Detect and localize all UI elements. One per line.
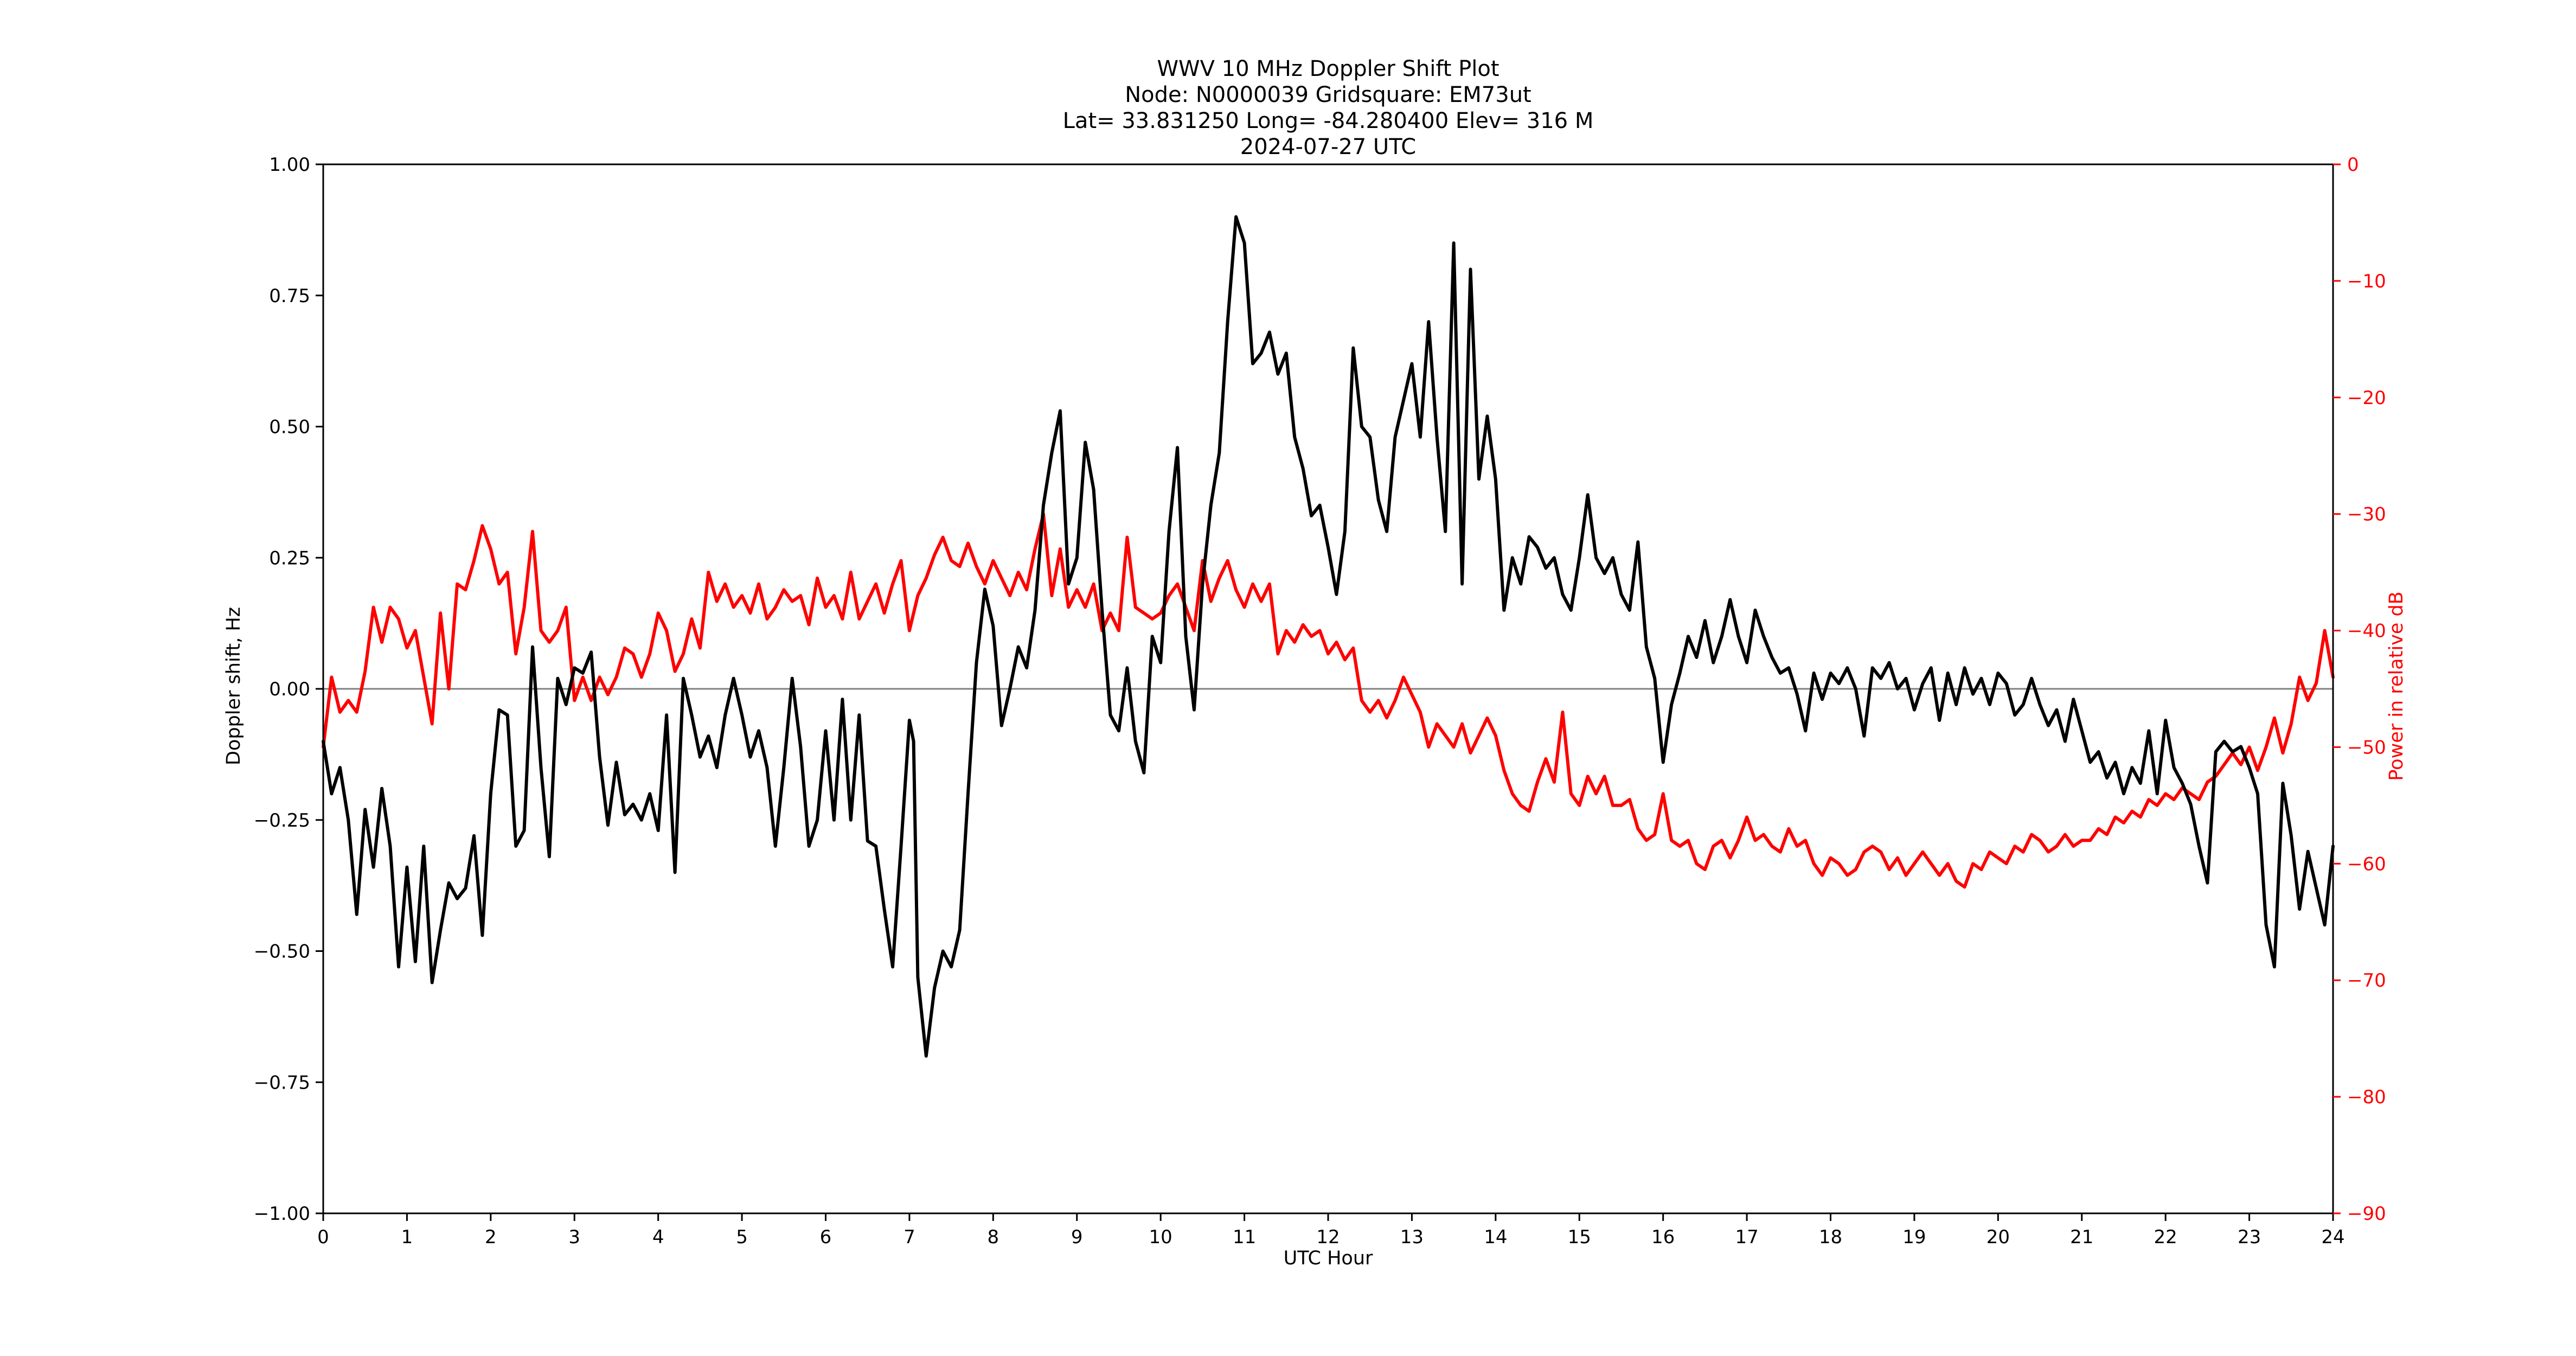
x-tick-label: 19 [1902, 1226, 1926, 1248]
y-tick-label: 0.50 [269, 417, 310, 438]
y-tick-label: 1.00 [269, 154, 310, 176]
x-tick-label: 14 [1484, 1226, 1507, 1248]
x-tick-label: 6 [820, 1226, 832, 1248]
y-tick-label: 0.00 [269, 679, 310, 700]
x-tick-label: 13 [1400, 1226, 1424, 1248]
x-tick-label: 23 [2238, 1226, 2261, 1248]
x-tick-label: 18 [1819, 1226, 1842, 1248]
x-tick-label: 8 [988, 1226, 999, 1248]
x-tick-label: 4 [652, 1226, 664, 1248]
x-tick-label: 16 [1651, 1226, 1675, 1248]
power-series-line [322, 512, 2335, 889]
y-axis-left: 1.00 0.75 0.50 0.25 0.00 −0.25 −0.50 −0.75 −1.00 [254, 154, 323, 1225]
y-tick-label: −0.25 [254, 810, 310, 831]
x-tick-label: 11 [1233, 1226, 1256, 1248]
series-layer [322, 215, 2335, 1058]
chart-title: WWV 10 MHz Doppler Shift Plot Node: N000… [1063, 56, 1594, 159]
x-tick-label: 22 [2154, 1226, 2177, 1248]
y2-tick-label: −20 [2347, 387, 2386, 409]
x-tick-label: 1 [401, 1226, 413, 1248]
x-tick-label: 24 [2321, 1226, 2344, 1248]
y-tick-label: −0.75 [254, 1072, 310, 1093]
title-line-3: Lat= 33.831250 Long= -84.280400 Elev= 31… [1063, 108, 1594, 133]
x-tick-label: 20 [1987, 1226, 2010, 1248]
y-tick-label: 0.25 [269, 547, 310, 569]
x-tick-label: 2 [485, 1226, 497, 1248]
y2-tick-label: −40 [2347, 621, 2386, 642]
y-axis-left-label: Doppler shift, Hz [223, 607, 245, 765]
x-tick-label: 21 [2070, 1226, 2093, 1248]
y-tick-label: 0.75 [269, 285, 310, 307]
x-tick-label: 15 [1568, 1226, 1591, 1248]
x-axis-label: UTC Hour [1284, 1248, 1373, 1269]
x-tick-label: 10 [1149, 1226, 1172, 1248]
title-line-2: Node: N0000039 Gridsquare: EM73ut [1125, 82, 1531, 107]
y2-tick-label: −30 [2347, 504, 2386, 526]
y-tick-label: −1.00 [254, 1203, 310, 1225]
y-axis-right: 0 −10 −20 −30 −40 −50 −60 −70 −80 −90 [2333, 154, 2386, 1225]
x-axis: 0 1 2 3 4 5 6 7 8 9 10 11 12 13 14 15 16 17 18 19 20 21 22 23 24 [317, 1213, 2345, 1248]
title-line-4: 2024-07-27 UTC [1240, 135, 1416, 159]
doppler-series-line [322, 215, 2335, 1058]
y2-tick-label: −80 [2347, 1086, 2386, 1108]
y2-tick-label: −50 [2347, 737, 2386, 758]
y-axis-right-label: Power in relative dB [2386, 591, 2407, 781]
y2-tick-label: −10 [2347, 271, 2386, 292]
x-tick-label: 17 [1735, 1226, 1758, 1248]
x-tick-label: 5 [736, 1226, 748, 1248]
y2-tick-label: 0 [2347, 154, 2359, 176]
x-tick-label: 12 [1316, 1226, 1340, 1248]
y2-tick-label: −60 [2347, 853, 2386, 875]
y2-tick-label: −90 [2347, 1203, 2386, 1225]
x-tick-label: 0 [317, 1226, 329, 1248]
x-tick-label: 3 [568, 1226, 580, 1248]
title-line-1: WWV 10 MHz Doppler Shift Plot [1157, 56, 1499, 81]
y-tick-label: −0.50 [254, 941, 310, 963]
x-tick-label: 9 [1071, 1226, 1083, 1248]
x-tick-label: 7 [903, 1226, 915, 1248]
y2-tick-label: −70 [2347, 970, 2386, 992]
